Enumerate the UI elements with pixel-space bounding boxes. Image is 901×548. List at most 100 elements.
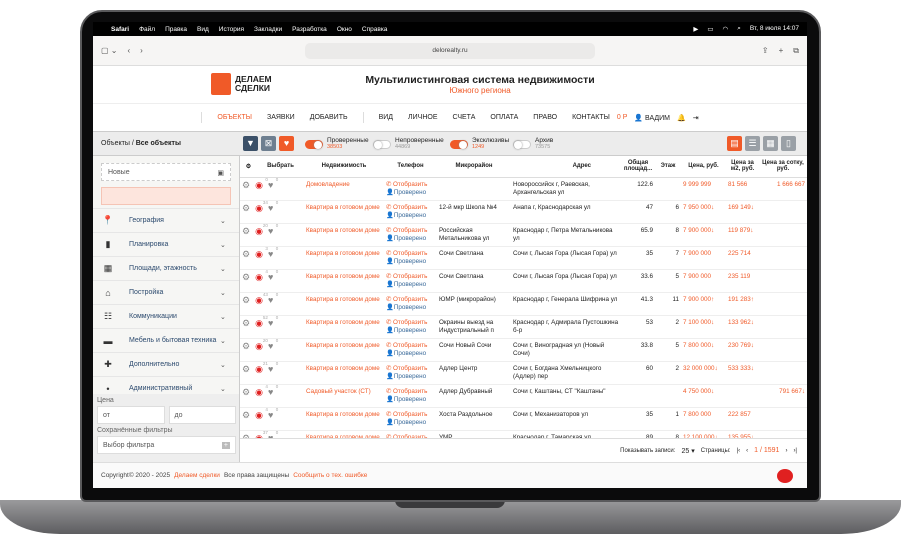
toggle-exclusives[interactable]: Эксклюзивы 1249 [450,137,509,150]
favorite-heart-icon[interactable]: ♥0 [267,245,279,259]
favorite-heart-icon[interactable]: ♥0 [267,314,279,328]
filter-section[interactable]: ▮ Планировка ⌄ [93,232,239,256]
show-phone-link[interactable]: ✆ Отобразить [386,411,435,420]
last-page-icon[interactable]: ›| [793,447,797,454]
nav-add[interactable]: ДОБАВИТЬ [309,114,348,121]
row-settings-icon[interactable]: ⚙ [242,179,251,190]
column-header[interactable]: Цена за м2, руб. [726,156,759,178]
row-settings-icon[interactable]: ⚙ [242,225,251,236]
share-icon[interactable]: ⇪ [761,46,769,55]
price-to-input[interactable]: до [168,406,236,424]
settings-gear-icon[interactable]: ⚙ [240,156,257,178]
plus-icon[interactable]: + [221,442,230,449]
price-from-input[interactable]: от [97,406,165,424]
clock[interactable]: Вт, 8 июля 14:07 [749,25,799,32]
view-map-button[interactable]: ▯ [781,136,796,151]
show-phone-link[interactable]: ✆ Отобразить [386,319,435,328]
show-phone-link[interactable]: ✆ Отобразить [386,342,435,351]
table-row[interactable]: ⚙ ◉ 4 ♥ 0 Садовый участок (СТ) ✆ Отобразить 👤… [240,384,807,408]
view-cards-button[interactable]: ▤ [727,136,742,151]
column-header[interactable]: Цена, руб. [681,156,726,178]
menu-bookmarks[interactable]: Закладки [254,25,283,33]
column-header[interactable]: Этаж [655,156,681,178]
filter-button[interactable]: ▼ [243,136,258,151]
row-settings-icon[interactable]: ⚙ [242,340,251,351]
show-phone-link[interactable]: ✆ Отобразить [386,388,435,397]
toggle-archive[interactable]: Архив 73575 [513,137,553,150]
property-type-link[interactable]: Квартира в готовом доме [304,315,384,339]
view-grid-button[interactable]: ▦ [763,136,778,151]
menu-window[interactable]: Окно [336,25,352,33]
battery-icon[interactable]: ▭ [707,26,714,33]
table-row[interactable]: ⚙ ◉ 34 ♥ 0 Квартира в готовом доме ✆ Отобраз… [240,199,807,224]
row-settings-icon[interactable]: ⚙ [242,317,251,328]
table-row[interactable]: ⚙ ◉ 20 ♥ 0 Квартира в готовом доме ✆ Отобраз… [240,337,807,362]
play-icon[interactable]: ▶ [693,26,699,33]
menu-app[interactable]: Safari [111,25,130,33]
column-header[interactable]: Микрорайон [437,156,511,178]
show-phone-link[interactable]: ✆ Отобразить [386,273,435,282]
nav-requests[interactable]: ЗАЯВКИ [266,114,295,121]
favorite-heart-icon[interactable]: ♥0 [267,337,279,351]
favorite-heart-icon[interactable]: ♥0 [267,291,279,305]
filter-section[interactable]: 📍 География ⌄ [93,208,239,232]
menu-file[interactable]: Файл [139,25,156,33]
views-eye-icon[interactable]: ◉ 20 [255,337,268,351]
nav-contacts[interactable]: КОНТАКТЫ [572,114,610,121]
filter-highlight-field[interactable] [101,187,231,205]
page-size-select[interactable]: 25 ▾ [681,447,695,455]
prev-page-icon[interactable]: ‹ [746,447,749,454]
row-settings-icon[interactable]: ⚙ [242,363,251,374]
table-row[interactable]: ⚙ ◉ 4 ♥ 0 Квартира в готовом доме ✆ Отобрази… [240,268,807,293]
menu-history[interactable]: История [218,25,245,33]
property-type-link[interactable]: Квартира в готовом доме [304,200,384,224]
bell-icon[interactable]: 🔔 [677,114,686,122]
menu-help[interactable]: Справка [361,25,388,33]
views-eye-icon[interactable]: ◉ 4 [255,268,268,282]
wifi-icon[interactable]: ◠ [722,26,729,33]
table-row[interactable]: ⚙ ◉ 4 ♥ 0 Квартира в готовом доме ✆ Отобрази… [240,407,807,431]
show-phone-link[interactable]: ✆ Отобразить [386,434,435,443]
views-eye-icon[interactable]: ◉ 0 [255,176,268,190]
breadcrumb-root[interactable]: Объекты [101,140,130,147]
filter-section[interactable]: ⌂ Постройка ⌄ [93,280,239,304]
row-settings-icon[interactable]: ⚙ [242,294,251,305]
filter-section[interactable]: ✚ Дополнительно ⌄ [93,352,239,376]
show-phone-link[interactable]: ✆ Отобразить [386,181,435,190]
property-type-link[interactable]: Квартира в готовом доме [304,407,384,431]
balance[interactable]: 0 Р [616,114,628,121]
filter-section[interactable]: • Административный ⌄ [93,376,239,400]
nav-personal[interactable]: ЛИЧНОЕ [408,114,438,121]
saved-filter-select[interactable]: Выбор фильтра + [97,436,236,454]
calendar-icon[interactable]: ▣ [217,170,224,177]
favorite-heart-icon[interactable]: ♥0 [267,199,279,213]
column-header[interactable]: Общая площад... [621,156,655,178]
property-type-link[interactable]: Квартира в готовом доме [304,223,384,247]
property-type-link[interactable]: Квартира в готовом доме [304,246,384,270]
row-settings-icon[interactable]: ⚙ [242,271,251,282]
show-phone-link[interactable]: ✆ Отобразить [386,204,435,213]
toggle-verified[interactable]: Проверенные 38503 [305,137,369,150]
view-list-button[interactable]: ☰ [745,136,760,151]
views-eye-icon[interactable]: ◉ 21 [255,360,268,374]
filter-section[interactable]: ☷ Коммуникации ⌄ [93,304,239,328]
show-phone-link[interactable]: ✆ Отобразить [386,365,435,374]
tabs-icon[interactable]: ⧉ [793,45,799,55]
row-settings-icon[interactable]: ⚙ [242,386,251,397]
sidebar-toggle-icon[interactable]: ▢ ⌄ [101,46,118,55]
column-header[interactable]: Цена за сотку, руб. [759,156,807,178]
address-bar[interactable]: delorealty.ru [305,43,595,59]
show-phone-link[interactable]: ✆ Отобразить [386,296,435,305]
search-icon[interactable]: ⌕ [737,25,741,32]
menu-develop[interactable]: Разработка [292,25,327,33]
views-eye-icon[interactable]: ◉ 34 [255,199,268,213]
first-page-icon[interactable]: |‹ [736,447,741,454]
nav-objects[interactable]: ОБЪЕКТЫ [217,114,252,121]
favorite-heart-icon[interactable]: ♥0 [267,176,279,190]
show-phone-link[interactable]: ✆ Отобразить [386,250,435,259]
nav-law[interactable]: ПРАВО [533,114,558,121]
property-type-link[interactable]: Квартира в готовом доме [304,361,384,385]
table-row[interactable]: ⚙ ◉ 3 ♥ 0 Квартира в готовом доме ✆ Отобрази… [240,245,807,270]
nav-payment[interactable]: ОПЛАТА [490,114,519,121]
date-filter-input[interactable]: Новые ▣ [101,163,231,181]
